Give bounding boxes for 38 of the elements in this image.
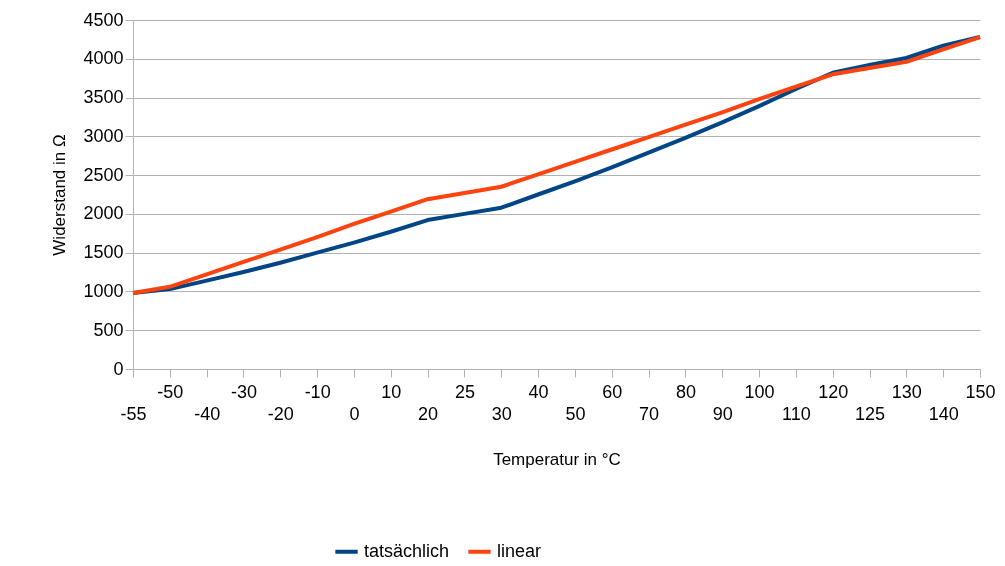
x-tick-label: 50 bbox=[565, 403, 586, 424]
legend-label: tatsächlich bbox=[364, 540, 450, 561]
x-tick-label: 150 bbox=[965, 381, 996, 402]
x-tick-label: -40 bbox=[194, 403, 221, 424]
y-tick-label: 3500 bbox=[83, 87, 124, 108]
x-tick-label: 110 bbox=[782, 403, 811, 424]
x-tick-label: 130 bbox=[891, 381, 922, 402]
x-tick-label: 10 bbox=[381, 381, 402, 402]
y-tick-label: 4000 bbox=[83, 48, 124, 69]
y-tick-label: 500 bbox=[93, 319, 124, 340]
x-tick-label: 100 bbox=[744, 381, 775, 402]
y-tick-label: 1500 bbox=[83, 242, 124, 263]
x-tick-label: 40 bbox=[528, 381, 549, 402]
x-tick-label: 60 bbox=[602, 381, 623, 402]
y-tick-label: 1000 bbox=[83, 280, 124, 301]
x-tick-label: 0 bbox=[349, 403, 360, 424]
x-tick-label: -30 bbox=[230, 381, 257, 402]
x-tick-label: -55 bbox=[120, 403, 147, 424]
x-tick-label: 80 bbox=[675, 381, 696, 402]
x-tick-label: 70 bbox=[639, 403, 660, 424]
y-tick-label: 3000 bbox=[83, 125, 124, 146]
x-tick-label: 20 bbox=[418, 403, 439, 424]
x-tick-label: -10 bbox=[304, 381, 331, 402]
y-tick-label: 0 bbox=[113, 358, 124, 379]
x-tick-label: 25 bbox=[454, 381, 475, 402]
x-tick-label: 140 bbox=[928, 403, 959, 424]
x-tick-label: -50 bbox=[157, 381, 184, 402]
y-tick-label: 2000 bbox=[83, 203, 124, 224]
y-axis-title: Widerstand in Ω bbox=[50, 134, 70, 256]
x-tick-label: 30 bbox=[491, 403, 512, 424]
x-axis-title: Temperatur in °C bbox=[493, 449, 621, 469]
y-tick-label: 4500 bbox=[83, 9, 124, 30]
x-tick-label: 120 bbox=[818, 381, 849, 402]
y-tick-label: 2500 bbox=[83, 164, 124, 185]
x-tick-label: -20 bbox=[267, 403, 294, 424]
x-tick-label: 90 bbox=[712, 403, 733, 424]
x-tick-label: 125 bbox=[855, 403, 886, 424]
legend-label: linear bbox=[497, 540, 542, 561]
